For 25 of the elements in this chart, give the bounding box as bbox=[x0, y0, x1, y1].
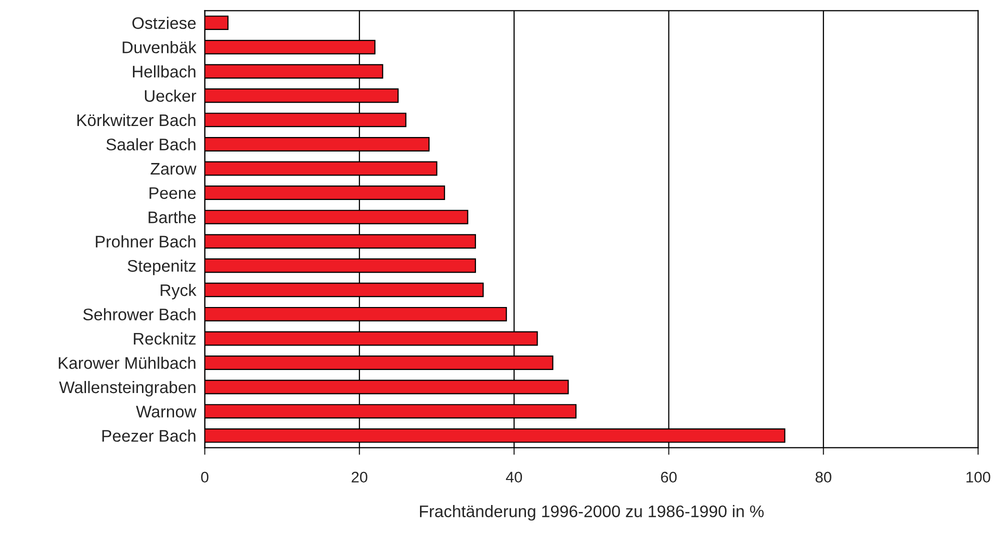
y-tick-label: Ryck bbox=[160, 284, 196, 300]
y-tick-label: Recknitz bbox=[134, 332, 196, 345]
y-tick-label: Uecker bbox=[144, 90, 196, 102]
y-tick-label: Körkwitzer Bach bbox=[77, 114, 196, 126]
y-tick-label: Prohner Bach bbox=[96, 235, 196, 248]
y-tick-label: Warnow bbox=[136, 406, 196, 418]
x-axis-title: Frachtänderung 1996-2000 zu 1986-1990 in % bbox=[420, 505, 764, 521]
y-tick-label: Stepenitz bbox=[128, 260, 196, 276]
x-tick-label: 0 bbox=[201, 472, 208, 483]
x-tick-label: 100 bbox=[966, 472, 990, 483]
x-tick-label: 40 bbox=[506, 472, 522, 483]
y-tick-label: Saaler Bach bbox=[106, 138, 196, 150]
y-tick-label: Peezer Bach bbox=[102, 430, 196, 442]
y-tick-label: Peene bbox=[150, 187, 196, 199]
y-tick-label: Duvenbäk bbox=[122, 41, 196, 54]
y-tick-label: Barthe bbox=[148, 211, 196, 224]
x-tick-label: 80 bbox=[816, 472, 832, 483]
y-tick-label: Zarow bbox=[150, 163, 196, 175]
y-tick-label: Karower Mühlbach bbox=[58, 356, 196, 369]
y-tick-label: Wallensteingraben bbox=[59, 380, 196, 397]
x-tick-label: 20 bbox=[352, 472, 368, 483]
y-tick-label: Ostziese bbox=[132, 16, 196, 30]
x-tick-label: 60 bbox=[661, 472, 677, 483]
y-tick-label: Hellbach bbox=[132, 65, 196, 78]
y-tick-label: Sehrower Bach bbox=[83, 308, 196, 320]
